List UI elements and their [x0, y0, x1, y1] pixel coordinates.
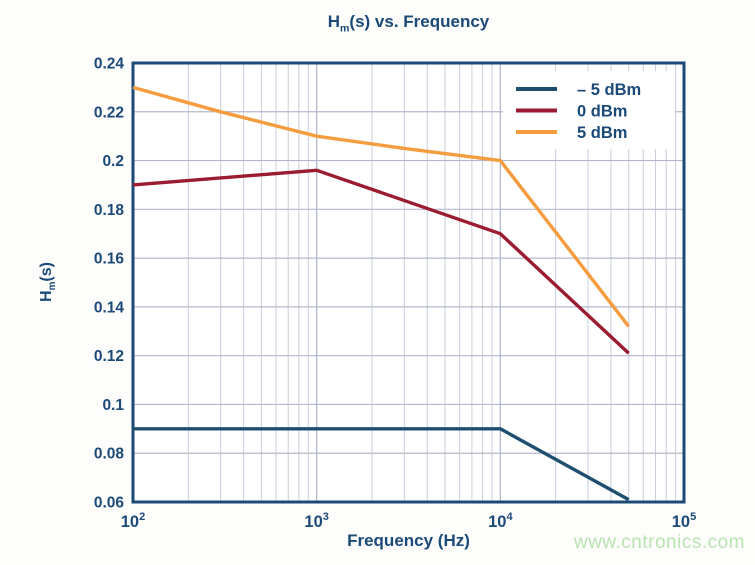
- x-tick-label: 105: [672, 511, 696, 531]
- y-tick-label: 0.22: [94, 104, 124, 121]
- y-tick-label: 0.16: [94, 251, 125, 268]
- watermark: www.cntronics.com: [573, 532, 745, 553]
- chart-title-subscript: m: [340, 22, 350, 35]
- chart-title-prefix: H: [327, 12, 341, 31]
- x-axis-label: Frequency (Hz): [347, 531, 470, 550]
- y-tick-label: 0.2: [102, 153, 124, 170]
- y-tick-label: 0.14: [94, 299, 125, 316]
- legend-label-2: 5 dBm: [577, 124, 627, 142]
- y-tick-label: 0.08: [94, 446, 125, 463]
- series-line-2: [132, 85, 631, 328]
- chart-title-suffix: (s) vs. Frequency: [349, 12, 490, 31]
- y-axis-label: Hm(s): [38, 262, 58, 302]
- x-tick-label: 102: [121, 511, 145, 531]
- series-line-1: [132, 168, 630, 355]
- x-tick-label: 103: [304, 511, 328, 531]
- y-tick-label: 0.24: [94, 56, 125, 73]
- y-axis-label-prefix: H: [37, 290, 55, 302]
- x-tick-label: 104: [488, 511, 513, 531]
- legend-label-1: 0 dBm: [577, 103, 627, 121]
- y-axis-label-subscript: m: [47, 281, 59, 291]
- series-line-0: [133, 427, 630, 502]
- legend-label-0: – 5 dBm: [577, 81, 641, 99]
- y-tick-label: 0.12: [94, 348, 124, 365]
- y-axis-label-suffix: (s): [37, 262, 55, 282]
- y-tick-label: 0.06: [94, 495, 125, 512]
- chart-title: Hm(s) vs. Frequency: [133, 12, 684, 34]
- plot-border: [131, 61, 686, 504]
- y-tick-label: 0.18: [94, 202, 125, 219]
- y-tick-label: 0.1: [102, 397, 124, 414]
